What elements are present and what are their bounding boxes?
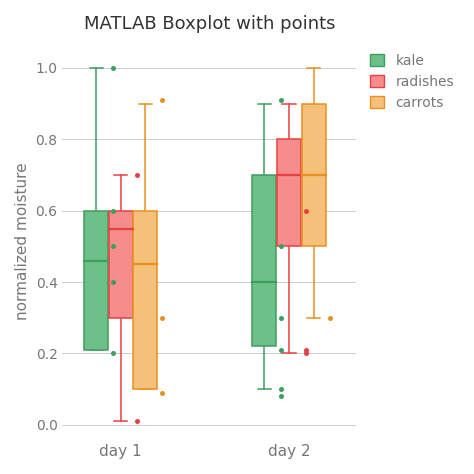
Bar: [253, 175, 276, 346]
Point: [133, 171, 141, 179]
Point: [277, 385, 285, 393]
Bar: [133, 210, 157, 389]
Point: [277, 392, 285, 400]
Point: [277, 346, 285, 354]
Point: [109, 278, 117, 286]
Point: [277, 314, 285, 321]
Bar: [302, 104, 326, 246]
Point: [109, 64, 117, 72]
Point: [302, 207, 310, 214]
Point: [302, 350, 310, 357]
Legend: kale, radishes, carrots: kale, radishes, carrots: [366, 50, 458, 114]
Point: [158, 314, 165, 321]
Bar: [84, 210, 108, 350]
Bar: [109, 210, 133, 318]
Point: [327, 314, 334, 321]
Point: [158, 389, 165, 397]
Point: [109, 207, 117, 214]
Point: [158, 96, 165, 104]
Bar: [277, 139, 301, 246]
Point: [277, 243, 285, 250]
Point: [277, 96, 285, 104]
Point: [109, 243, 117, 250]
Title: MATLAB Boxplot with points: MATLAB Boxplot with points: [84, 15, 335, 33]
Y-axis label: normalized moisture: normalized moisture: [15, 162, 30, 320]
Point: [109, 350, 117, 357]
Point: [302, 346, 310, 354]
Point: [133, 418, 141, 425]
